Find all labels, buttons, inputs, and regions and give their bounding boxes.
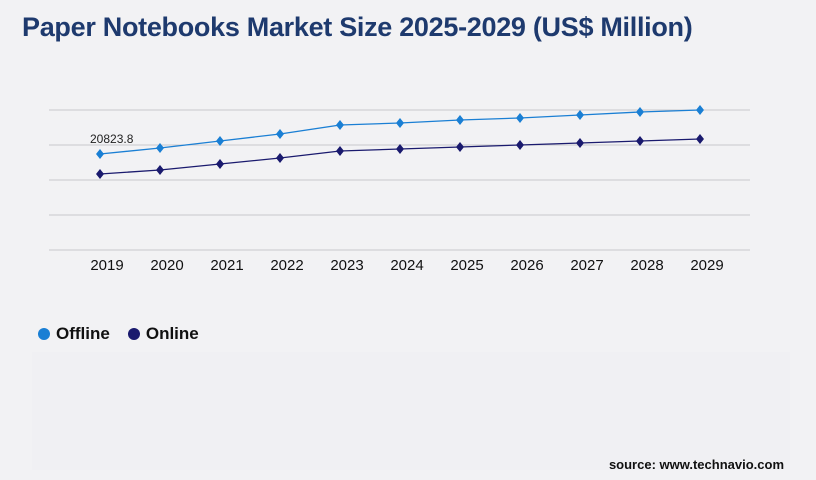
data-label: 20823.8 [90,132,134,146]
data-point-offline [396,118,404,129]
line-chart: 2019 2020 2021 2022 2023 2024 2025 2026 2027 2028… [49,105,750,274]
data-point-online [576,137,584,148]
data-point-online [216,158,224,169]
data-point-online [276,153,284,164]
x-tick-label: 2021 [210,257,243,274]
data-point-online [96,168,104,179]
x-tick-label: 2019 [90,257,123,274]
data-point-online [156,165,164,176]
data-point-offline [216,135,224,146]
x-tick-label: 2028 [630,257,663,274]
data-point-offline [156,143,164,154]
legend-marker-offline [38,328,50,340]
source-credit: source: www.technavio.com [608,457,784,472]
legend-item-offline[interactable]: Offline [38,324,110,344]
legend-item-online[interactable]: Online [127,324,199,344]
data-point-offline [336,120,344,131]
x-tick-label: 2026 [510,257,543,274]
data-point-offline [96,148,104,159]
x-tick-label: 2024 [390,257,423,274]
x-tick-label: 2020 [150,257,183,274]
background-panel [32,352,790,470]
x-tick-label: 2029 [690,257,723,274]
x-tick-label: 2027 [570,257,603,274]
legend-marker-online [127,328,140,340]
legend-label-offline: Offline [56,324,110,343]
x-tick-label: 2022 [270,257,303,274]
data-point-online [396,143,404,154]
data-point-offline [696,105,704,115]
data-point-offline [516,113,524,124]
data-point-offline [276,129,284,140]
data-point-offline [636,107,644,118]
x-tick-label: 2025 [450,257,483,274]
data-point-online [516,140,524,150]
chart-title: Paper Notebooks Market Size 2025-2029 (U… [22,12,693,42]
data-point-online [336,146,344,157]
data-point-online [696,134,704,145]
data-point-offline [456,115,464,126]
data-point-offline [576,110,584,121]
x-tick-label: 2023 [330,257,363,274]
data-point-online [456,142,464,153]
legend: Offline Online [38,324,199,344]
legend-label-online: Online [145,324,199,343]
data-point-online [636,135,644,146]
